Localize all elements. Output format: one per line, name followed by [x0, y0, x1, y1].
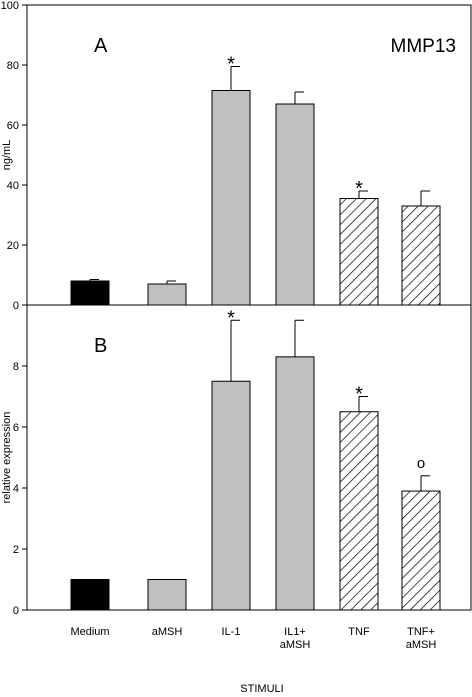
- bar-il-1: [211, 380, 251, 611]
- bar-amsh: [147, 283, 187, 306]
- significance-asterisk: *: [227, 307, 235, 329]
- panel-letter: A: [94, 35, 108, 57]
- x-category-label: IL-1: [222, 626, 241, 638]
- y-tick-label: 80: [7, 60, 19, 72]
- y-axis-title: ng/mL: [1, 140, 13, 171]
- significance-asterisk: *: [355, 384, 363, 406]
- y-tick-label: 0: [13, 605, 19, 617]
- y-tick-label: 6: [13, 422, 19, 434]
- bar-il1-amsh: [275, 103, 315, 306]
- y-tick-label: 0: [13, 300, 19, 312]
- y-tick-label: 100: [1, 0, 19, 12]
- bar-tnf-amsh: [401, 205, 441, 306]
- bar-tnf: [339, 198, 379, 306]
- x-category-label: TNF+ aMSH: [406, 626, 437, 651]
- y-tick-label: 60: [7, 120, 19, 132]
- bar-medium: [70, 280, 110, 306]
- panel-letter: B: [94, 335, 107, 357]
- y-axis-title: relative expression: [1, 412, 13, 504]
- bar-tnf: [339, 411, 379, 611]
- bar-amsh: [147, 579, 187, 611]
- y-tick-label: 20: [7, 240, 19, 252]
- bar-tnf-amsh: [401, 490, 441, 611]
- y-tick-label: 2: [13, 544, 19, 556]
- x-category-label: IL1+ aMSH: [280, 626, 311, 651]
- y-tick-label: 4: [13, 483, 19, 495]
- bar-il-1: [211, 90, 251, 306]
- x-category-label: Medium: [70, 626, 109, 638]
- significance-asterisk: *: [355, 178, 363, 200]
- panel-a: 0 20 40 60 80 100 ng/mL A MMP13 * *: [1, 0, 472, 312]
- significance-asterisk: *: [227, 54, 235, 76]
- y-tick-label: 40: [7, 180, 19, 192]
- x-axis-title: STIMULI: [240, 683, 283, 695]
- bar-medium: [70, 579, 110, 611]
- panel-title: MMP13: [391, 36, 456, 57]
- x-category-labels: Medium aMSH IL-1 IL1+ aMSH TNF TNF+ aMSH: [70, 626, 436, 651]
- x-category-label: TNF: [348, 626, 370, 638]
- significance-circle: o: [417, 455, 425, 472]
- bar-il1-amsh: [275, 356, 315, 611]
- x-category-label: aMSH: [152, 626, 183, 638]
- panel-b: 0 2 4 6 8 relative expression B * * o: [1, 304, 472, 617]
- y-tick-label: 8: [13, 361, 19, 373]
